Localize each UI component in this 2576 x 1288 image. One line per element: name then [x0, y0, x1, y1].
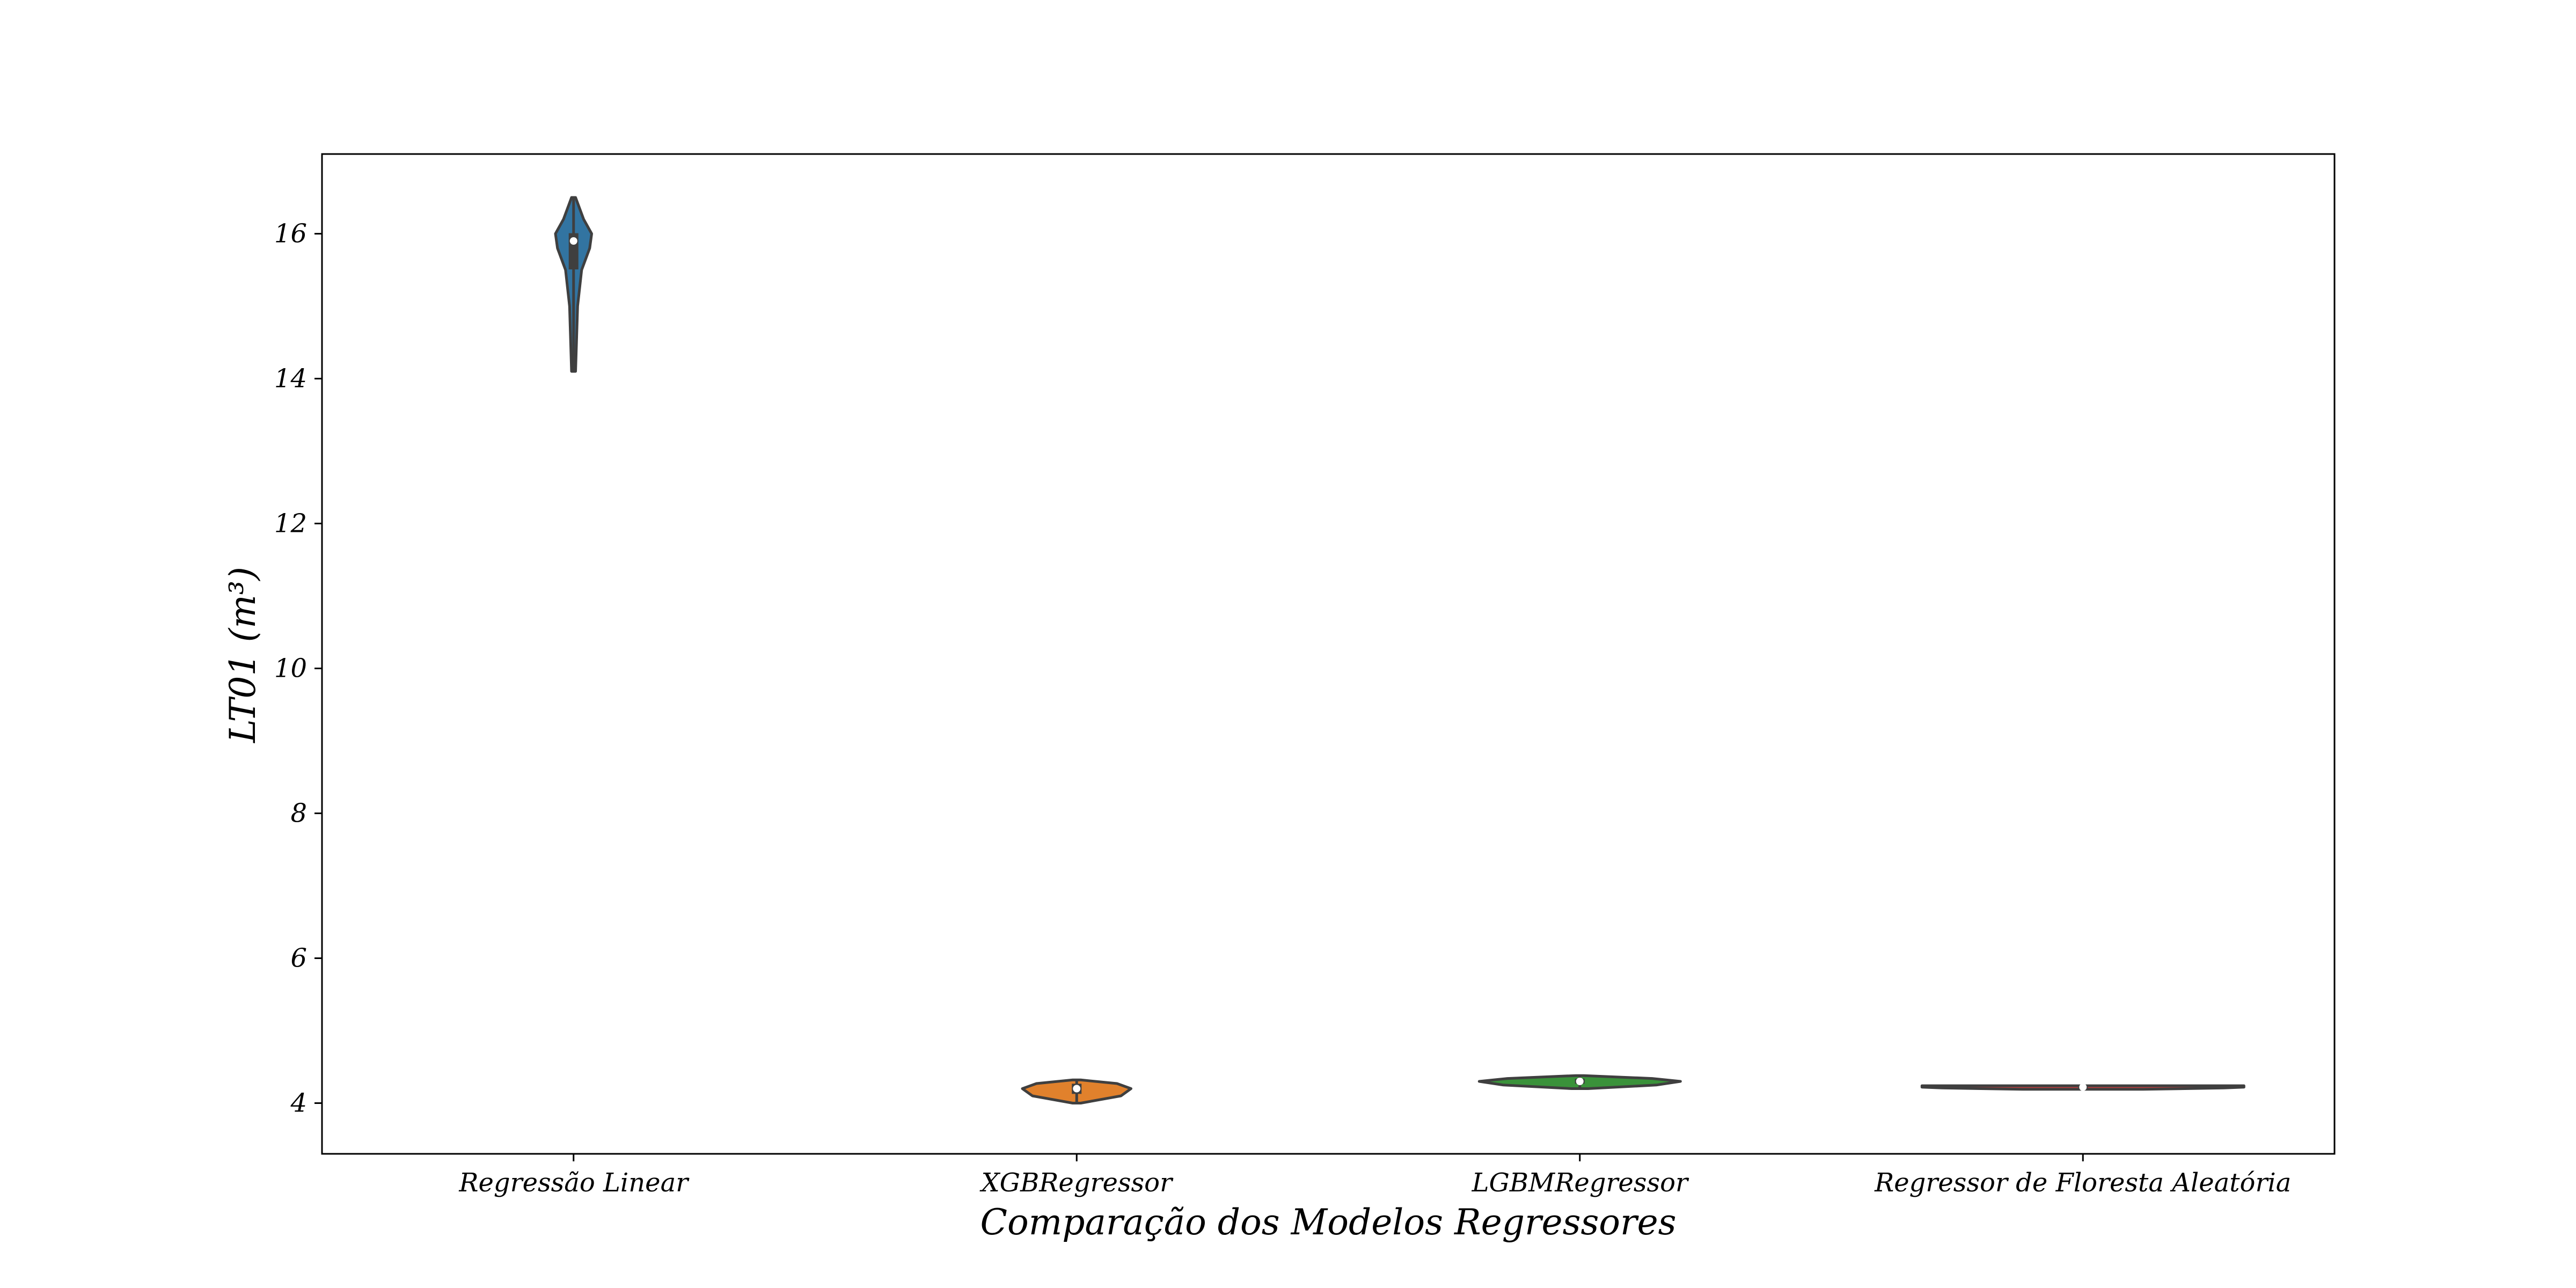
y-tick-label: 4: [290, 1088, 307, 1118]
y-tick-label: 16: [274, 219, 307, 249]
violin-median-marker: [2079, 1083, 2087, 1091]
y-tick-label: 12: [274, 509, 307, 539]
violin-median-marker: [1073, 1085, 1081, 1093]
x-tick-label: Regressão Linear: [458, 1168, 690, 1198]
y-axis-title: LT01 (m³): [222, 567, 264, 743]
x-tick-label: LGBMRegressor: [1472, 1168, 1689, 1198]
plot-area-frame: [321, 153, 2336, 1155]
y-tick-label: 14: [274, 364, 307, 394]
y-axis-ticks: 4 6 8 10 12 14 16: [274, 219, 322, 1118]
violin-layer: [554, 196, 2245, 1104]
y-tick-label: 10: [274, 654, 307, 684]
y-tick-label: 8: [290, 799, 307, 829]
x-axis-ticks: Regressão Linear XGBRegressor LGBMRegresso…: [458, 1154, 2291, 1198]
x-tick-label: XGBRegressor: [979, 1168, 1174, 1198]
x-tick-label: Regressor de Floresta Aleatória: [1874, 1168, 2291, 1198]
violin-median-marker: [569, 237, 577, 245]
x-axis-title: Comparação dos Modelos Regressores: [980, 1202, 1676, 1243]
y-tick-label: 6: [290, 943, 307, 974]
violin-median-marker: [1576, 1078, 1584, 1085]
